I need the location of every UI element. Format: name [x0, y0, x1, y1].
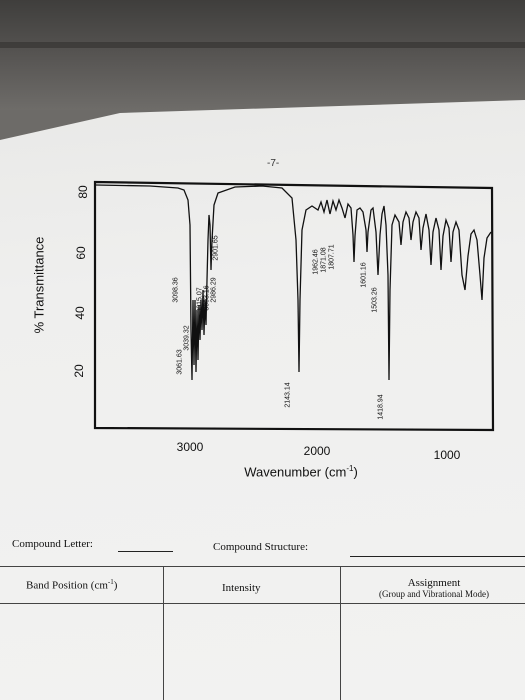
peak-label: 1962.46 [312, 249, 320, 275]
y-tick-label: 40 [73, 306, 87, 320]
compound-structure-blank [350, 556, 525, 557]
peak-label: 2143.14 [284, 382, 292, 408]
band-assignment-table: Band Position (cm-1) Intensity Assignmen… [0, 565, 525, 700]
table-column-divider [340, 566, 341, 700]
background-edge [0, 42, 525, 48]
y-tick-label: 80 [76, 185, 90, 199]
y-tick-label: 20 [72, 364, 86, 378]
peak-label: 1871.08 [320, 247, 328, 273]
band-position-header: Band Position (cm-1) [26, 578, 118, 592]
x-tick-label: 1000 [433, 448, 461, 462]
peak-label: 3003.16 [203, 285, 211, 311]
spectrum-trace [95, 184, 492, 381]
peak-label: 3098.36 [172, 277, 180, 303]
peak-label: 3039.32 [183, 325, 191, 351]
peak-label: 1601.16 [360, 262, 368, 288]
compound-letter-blank [118, 551, 173, 552]
table-column-divider [163, 566, 164, 700]
assignment-header: Assignment (Group and Vibrational Mode) [378, 577, 490, 599]
table-top-border [0, 566, 525, 567]
intensity-header: Intensity [222, 582, 261, 594]
plot-frame [93, 180, 495, 432]
page-number: -7- [267, 158, 280, 169]
y-tick-label: 60 [74, 246, 88, 260]
y-axis-title: % Transmittance [31, 236, 47, 334]
peak-label: 1807.71 [328, 244, 336, 270]
peak-label: 3061.63 [176, 349, 184, 375]
peak-label: 2986.29 [210, 277, 218, 303]
x-axis-title: Wavenumber (cm-1) [244, 464, 358, 480]
x-tick-label: 2000 [303, 444, 331, 458]
compound-structure-label: Compound Structure: [213, 541, 309, 553]
peak-label: 1503.26 [371, 287, 379, 313]
peak-label: 3015.07 [196, 287, 204, 313]
table-header-border [0, 603, 525, 604]
x-tick-label: 3000 [176, 440, 204, 454]
peak-label: 2901.65 [212, 235, 220, 261]
compound-letter-label: Compound Letter: [12, 538, 93, 550]
desk-background [0, 0, 525, 110]
peak-label: 1418.94 [377, 394, 385, 420]
